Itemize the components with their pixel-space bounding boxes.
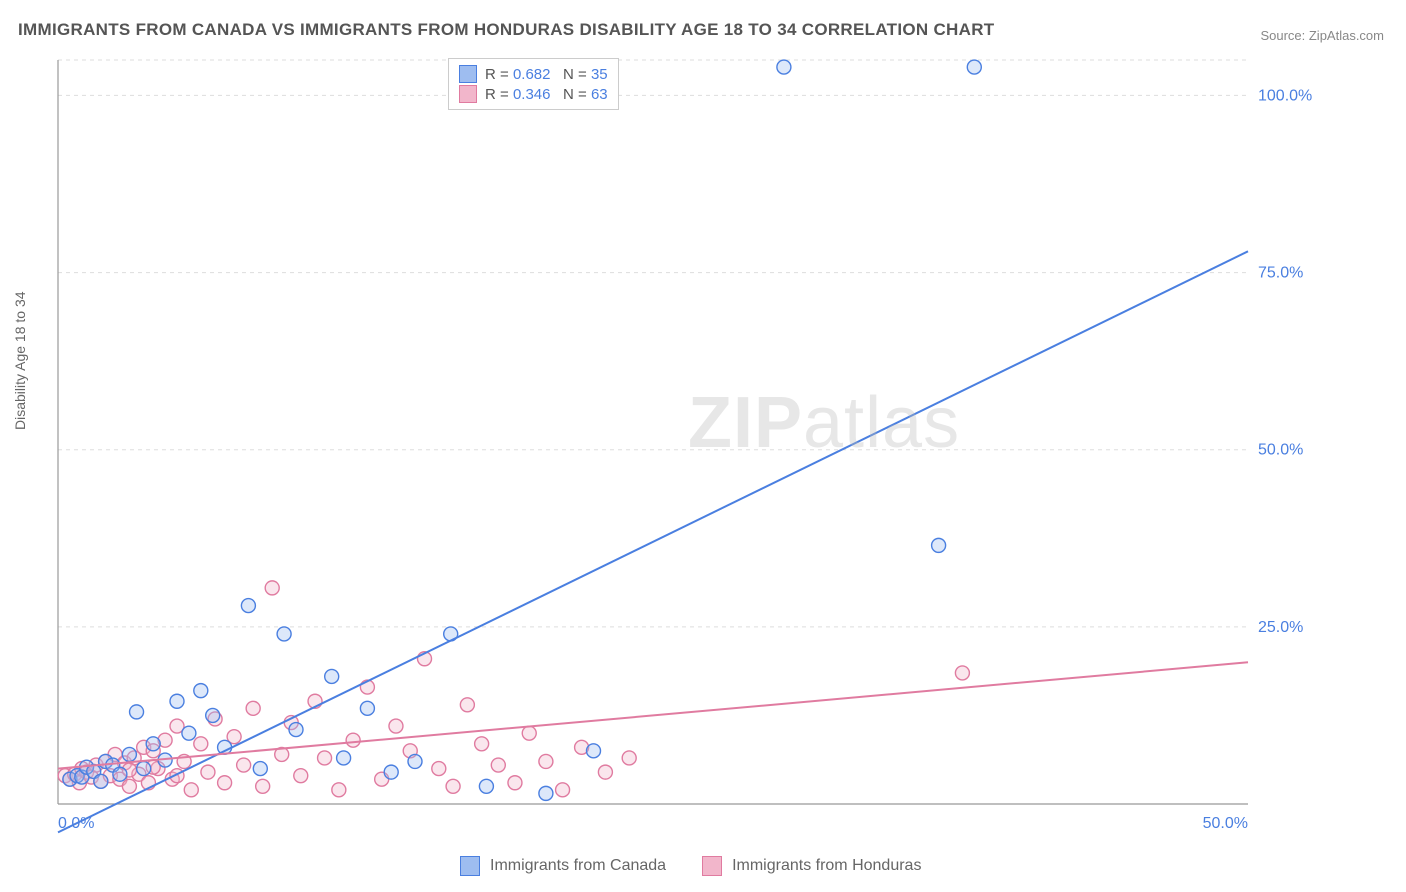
legend-stat-text: R = 0.346 N = 63 <box>485 86 608 103</box>
scatter-chart-svg: 25.0%50.0%75.0%100.0%0.0%50.0% <box>48 52 1320 840</box>
y-axis-label: Disability Age 18 to 34 <box>12 291 28 430</box>
series-label: Immigrants from Canada <box>490 857 666 875</box>
swatch-icon <box>702 856 722 876</box>
series-legend-item-canada: Immigrants from Canada <box>460 856 666 876</box>
svg-text:25.0%: 25.0% <box>1258 619 1303 636</box>
swatch-icon <box>459 65 477 83</box>
series-legend-item-honduras: Immigrants from Honduras <box>702 856 921 876</box>
legend-row-honduras: R = 0.346 N = 63 <box>459 85 608 103</box>
source-link[interactable]: ZipAtlas.com <box>1309 28 1384 43</box>
legend-row-canada: R = 0.682 N = 35 <box>459 65 608 83</box>
source-attribution: Source: ZipAtlas.com <box>1260 28 1384 43</box>
swatch-icon <box>459 85 477 103</box>
svg-text:75.0%: 75.0% <box>1258 265 1303 282</box>
legend-stat-text: R = 0.682 N = 35 <box>485 66 608 83</box>
svg-text:100.0%: 100.0% <box>1258 87 1312 104</box>
svg-text:50.0%: 50.0% <box>1203 815 1248 832</box>
swatch-icon <box>460 856 480 876</box>
series-legend: Immigrants from Canada Immigrants from Ho… <box>460 856 921 876</box>
svg-text:50.0%: 50.0% <box>1258 442 1303 459</box>
series-label: Immigrants from Honduras <box>732 857 921 875</box>
chart-area: 25.0%50.0%75.0%100.0%0.0%50.0% ZIPatlas … <box>48 52 1320 840</box>
source-prefix: Source: <box>1260 28 1308 43</box>
chart-title: IMMIGRANTS FROM CANADA VS IMMIGRANTS FRO… <box>18 20 994 40</box>
correlation-legend: R = 0.682 N = 35 R = 0.346 N = 63 <box>448 58 619 110</box>
